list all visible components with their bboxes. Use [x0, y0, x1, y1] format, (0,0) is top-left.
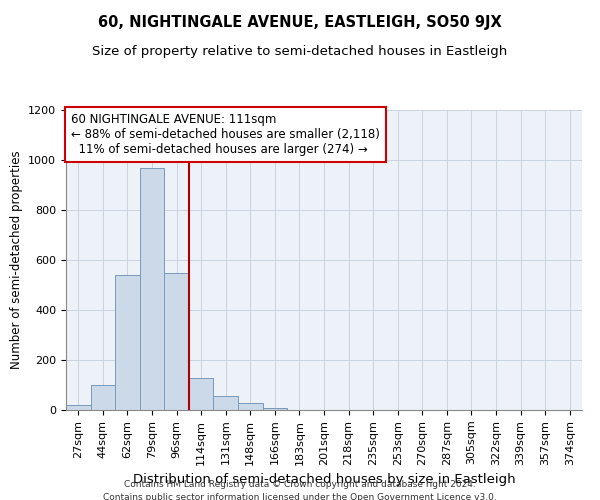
Text: Contains HM Land Registry data © Crown copyright and database right 2024.: Contains HM Land Registry data © Crown c… [124, 480, 476, 489]
Bar [189, 378, 214, 410]
Bar [263, 408, 287, 410]
Bar [238, 402, 263, 410]
Text: 60 NIGHTINGALE AVENUE: 111sqm
← 88% of semi-detached houses are smaller (2,118)
: 60 NIGHTINGALE AVENUE: 111sqm ← 88% of s… [71, 113, 380, 156]
Bar [115, 275, 140, 410]
Bar [140, 168, 164, 410]
X-axis label: Distribution of semi-detached houses by size in Eastleigh: Distribution of semi-detached houses by … [133, 473, 515, 486]
Bar [164, 272, 189, 410]
Bar [214, 396, 238, 410]
Text: Size of property relative to semi-detached houses in Eastleigh: Size of property relative to semi-detach… [92, 45, 508, 58]
Text: 60, NIGHTINGALE AVENUE, EASTLEIGH, SO50 9JX: 60, NIGHTINGALE AVENUE, EASTLEIGH, SO50 … [98, 15, 502, 30]
Bar [91, 385, 115, 410]
Text: Contains public sector information licensed under the Open Government Licence v3: Contains public sector information licen… [103, 492, 497, 500]
Y-axis label: Number of semi-detached properties: Number of semi-detached properties [10, 150, 23, 370]
Bar [66, 405, 91, 410]
